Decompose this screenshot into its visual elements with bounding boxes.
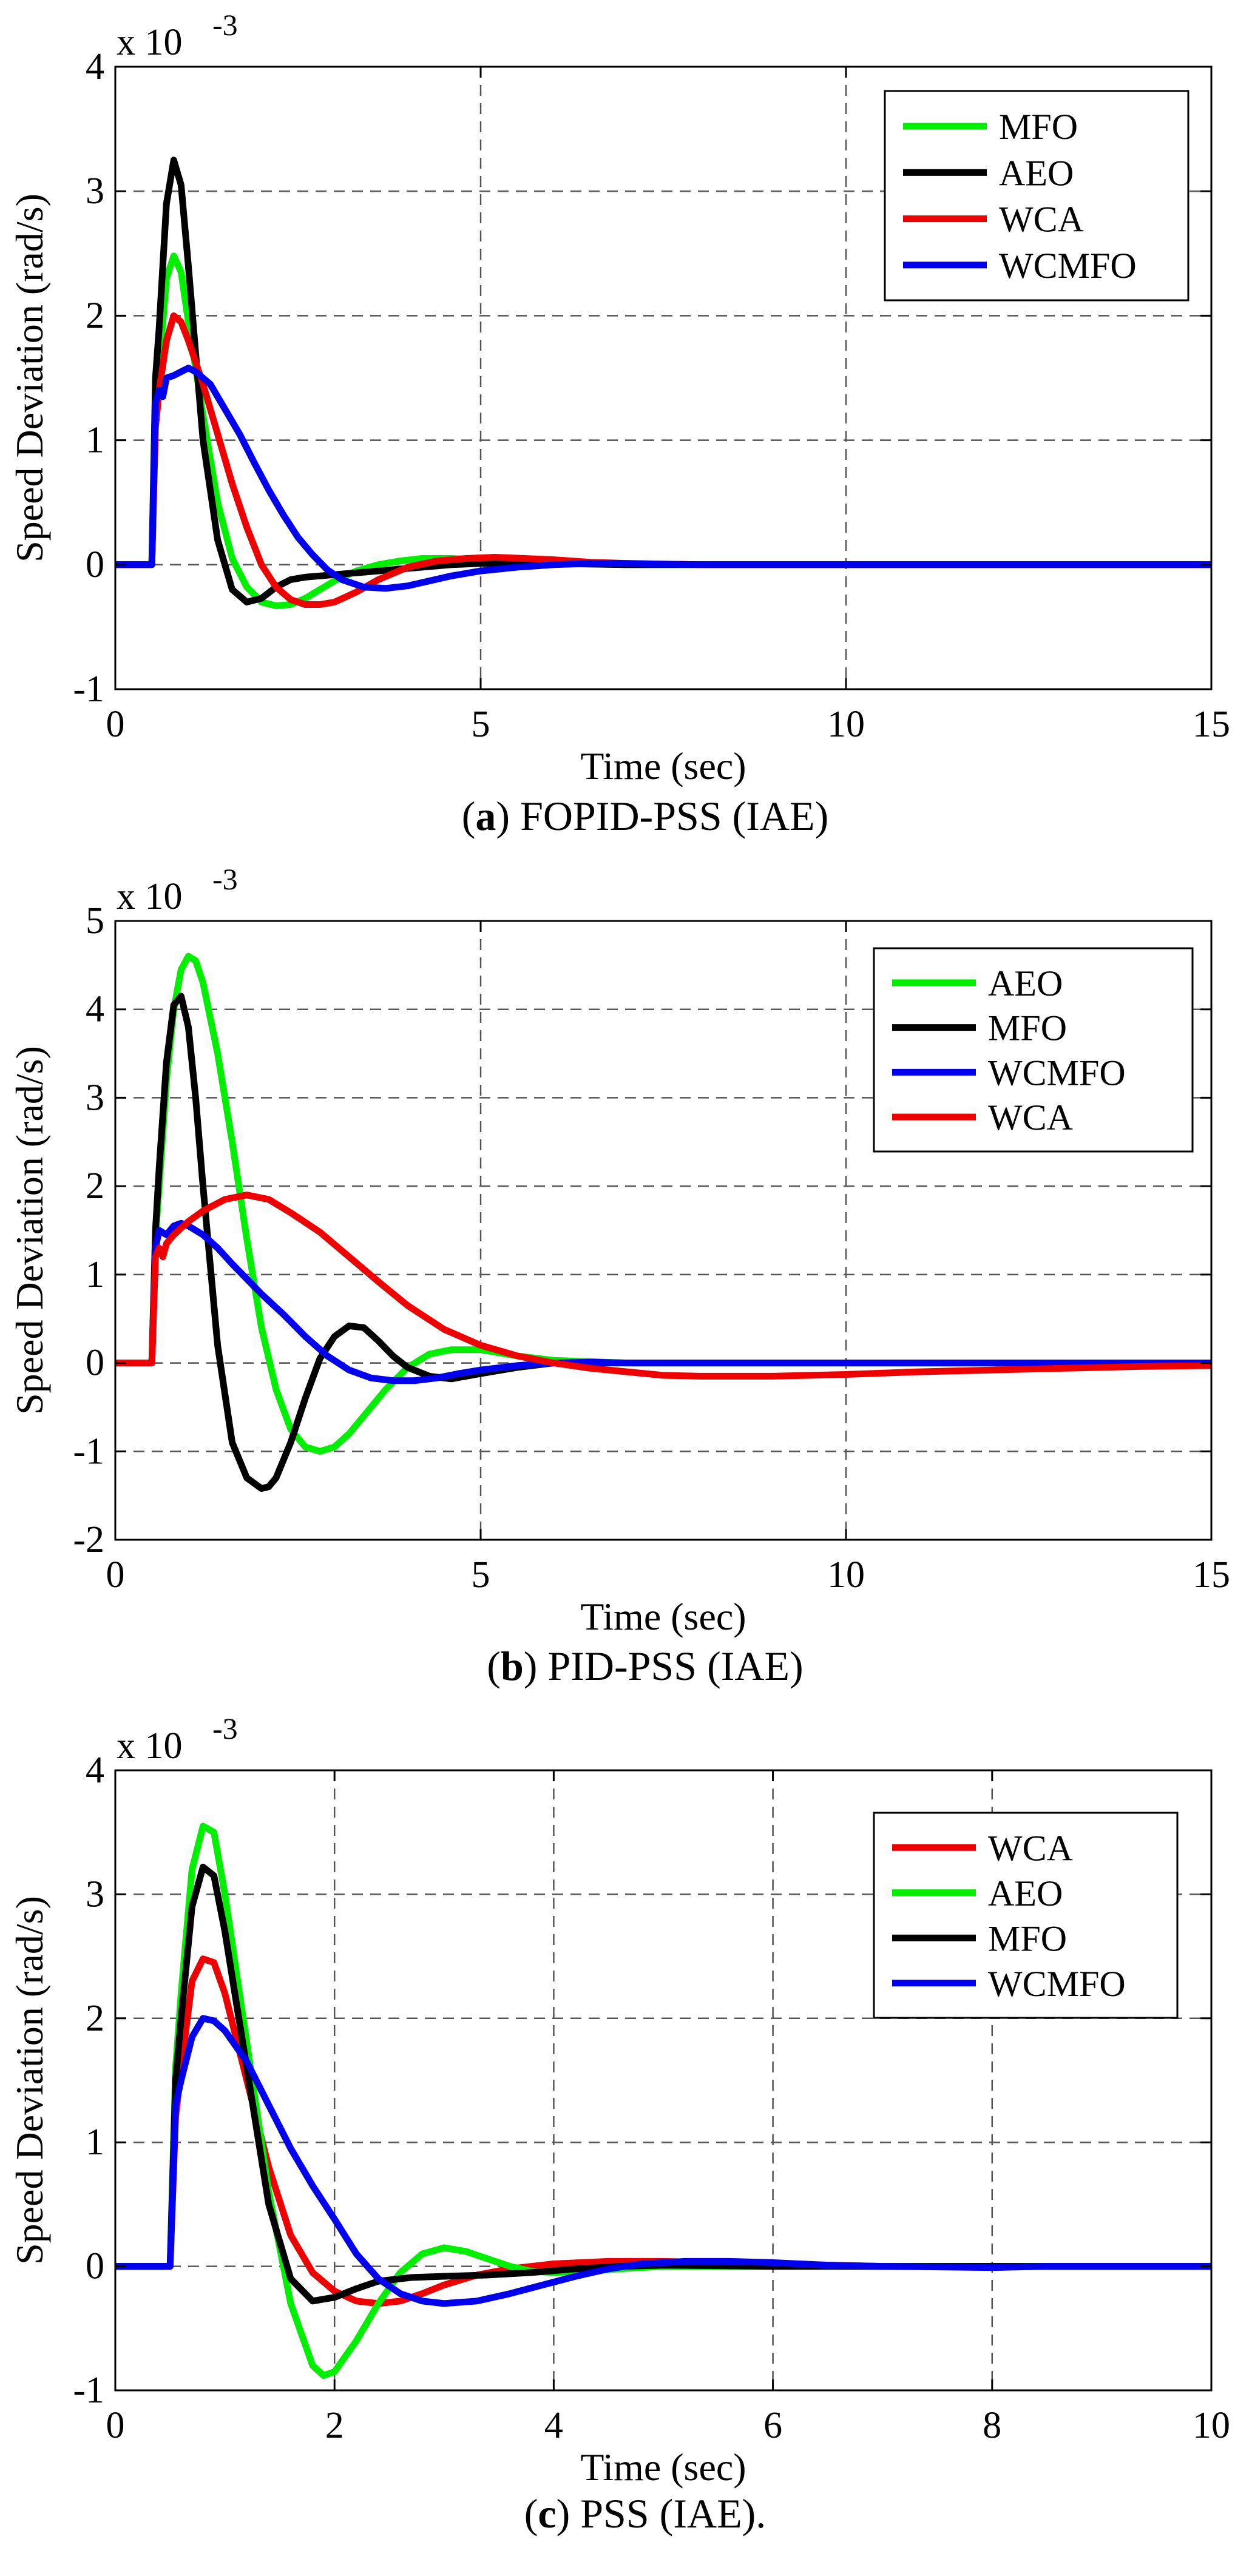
y-tick-label: 4 [86, 46, 104, 87]
y-tick-label: 4 [86, 989, 104, 1030]
legend: MFO AEO WCA WCMFO [884, 90, 1189, 302]
series-line-aeo [115, 157, 1211, 605]
x-tick-label: 0 [106, 704, 125, 745]
y-axis-label: Speed Deviation (rad/s) [8, 194, 51, 562]
y-tick-label: -1 [73, 2370, 104, 2411]
y-tick-label: 0 [86, 1343, 104, 1384]
legend-label: MFO [988, 1918, 1067, 1958]
legend-label: AEO [988, 1873, 1063, 1913]
y-tick-label: 1 [86, 420, 104, 461]
x-tick-label: 5 [472, 1554, 490, 1596]
x-tick-label: 0 [106, 1554, 125, 1596]
legend-label: MFO [988, 1008, 1067, 1048]
series-line-mfo [115, 252, 1211, 609]
caption-paren-close: ) [524, 1643, 538, 1689]
caption-paren-open: ( [462, 793, 476, 839]
legend-label: MFO [999, 107, 1078, 147]
y-tick-label: 3 [86, 1873, 104, 1915]
x-tick-label: 2 [325, 2405, 344, 2446]
x-tick-label: 10 [827, 1554, 865, 1596]
y-tick-label: 2 [86, 295, 104, 336]
axis-exponent-power: -3 [212, 1711, 238, 1745]
legend: WCA AEO MFO WCMFO [873, 1812, 1179, 2019]
caption-letter: a [475, 793, 496, 839]
series-line-wcmfo [115, 365, 1211, 592]
x-tick-label: 6 [763, 2405, 782, 2446]
axis-exponent-label: x 10 [117, 876, 183, 917]
legend-label: WCA [988, 1097, 1073, 1138]
panel-caption: (b) PID-PSS (IAE) [487, 1643, 803, 1689]
x-axis-label: Time (sec) [580, 1595, 746, 1638]
x-tick-label: 8 [983, 2405, 1001, 2446]
y-tick-label: 0 [86, 544, 104, 585]
y-tick-label: 1 [86, 2122, 104, 2163]
panel-caption: (a) FOPID-PSS (IAE) [462, 793, 829, 839]
chart-panel-1: 0 5 10 15 -2 -1 0 1 2 3 4 5 x 10 -3 Time (sec) Speed De… [8, 862, 1230, 1689]
axis-exponent-power: -3 [212, 8, 238, 42]
y-tick-label: -2 [73, 1519, 104, 1560]
axes-box [114, 66, 1213, 690]
axis-exponent-label: x 10 [117, 22, 183, 63]
y-axis-label: Speed Deviation (rad/s) [8, 1046, 51, 1415]
legend-label: WCMFO [988, 1964, 1126, 2004]
series-line-wca [115, 1192, 1211, 1380]
caption-text: PID-PSS (IAE) [537, 1643, 803, 1689]
caption-paren-close: ) [557, 2490, 570, 2537]
y-tick-label: 2 [86, 1998, 104, 2039]
axes-box [114, 1769, 1213, 2392]
caption-letter: b [501, 1643, 524, 1689]
y-axis-label: Speed Deviation (rad/s) [8, 1896, 51, 2265]
y-tick-label: 2 [86, 1165, 104, 1207]
caption-paren-close: ) [496, 793, 510, 839]
series-line-wca [115, 312, 1211, 608]
x-tick-label: 15 [1193, 704, 1230, 745]
series-line-wcmfo [115, 1219, 1211, 1384]
y-tick-label: 5 [86, 900, 104, 942]
caption-paren-open: ( [524, 2490, 538, 2537]
legend-label: WCA [999, 200, 1084, 240]
y-tick-label: -1 [73, 1431, 104, 1472]
legend-label: WCA [988, 1828, 1073, 1868]
x-tick-label: 0 [106, 2405, 125, 2446]
x-tick-label: 10 [827, 704, 865, 745]
y-tick-label: -1 [73, 669, 104, 710]
y-tick-label: 0 [86, 2246, 104, 2287]
x-tick-label: 10 [1193, 2405, 1230, 2446]
y-tick-label: 4 [86, 1750, 104, 1791]
panel-caption: (c) PSS (IAE). [524, 2490, 766, 2537]
legend-label: WCMFO [999, 246, 1137, 286]
axis-exponent-label: x 10 [117, 1725, 183, 1767]
y-tick-label: 3 [86, 170, 104, 212]
x-tick-label: 15 [1193, 1554, 1230, 1596]
caption-text: PSS (IAE). [570, 2490, 766, 2537]
caption-letter: c [538, 2490, 556, 2537]
y-tick-label: 3 [86, 1077, 104, 1118]
legend-label: AEO [999, 153, 1074, 193]
series-line-wcmfo [115, 2015, 1211, 2307]
axes-box [114, 920, 1213, 1541]
x-axis-label: Time (sec) [580, 2446, 746, 2489]
caption-text: FOPID-PSS (IAE) [510, 793, 828, 839]
caption-paren-open: ( [487, 1643, 501, 1689]
x-tick-label: 4 [544, 2405, 563, 2446]
x-axis-label: Time (sec) [580, 744, 746, 787]
x-tick-label: 5 [472, 704, 490, 745]
axis-exponent-power: -3 [212, 862, 238, 896]
legend-label: AEO [988, 963, 1063, 1003]
y-tick-label: 1 [86, 1254, 104, 1295]
legend-label: WCMFO [988, 1053, 1126, 1093]
